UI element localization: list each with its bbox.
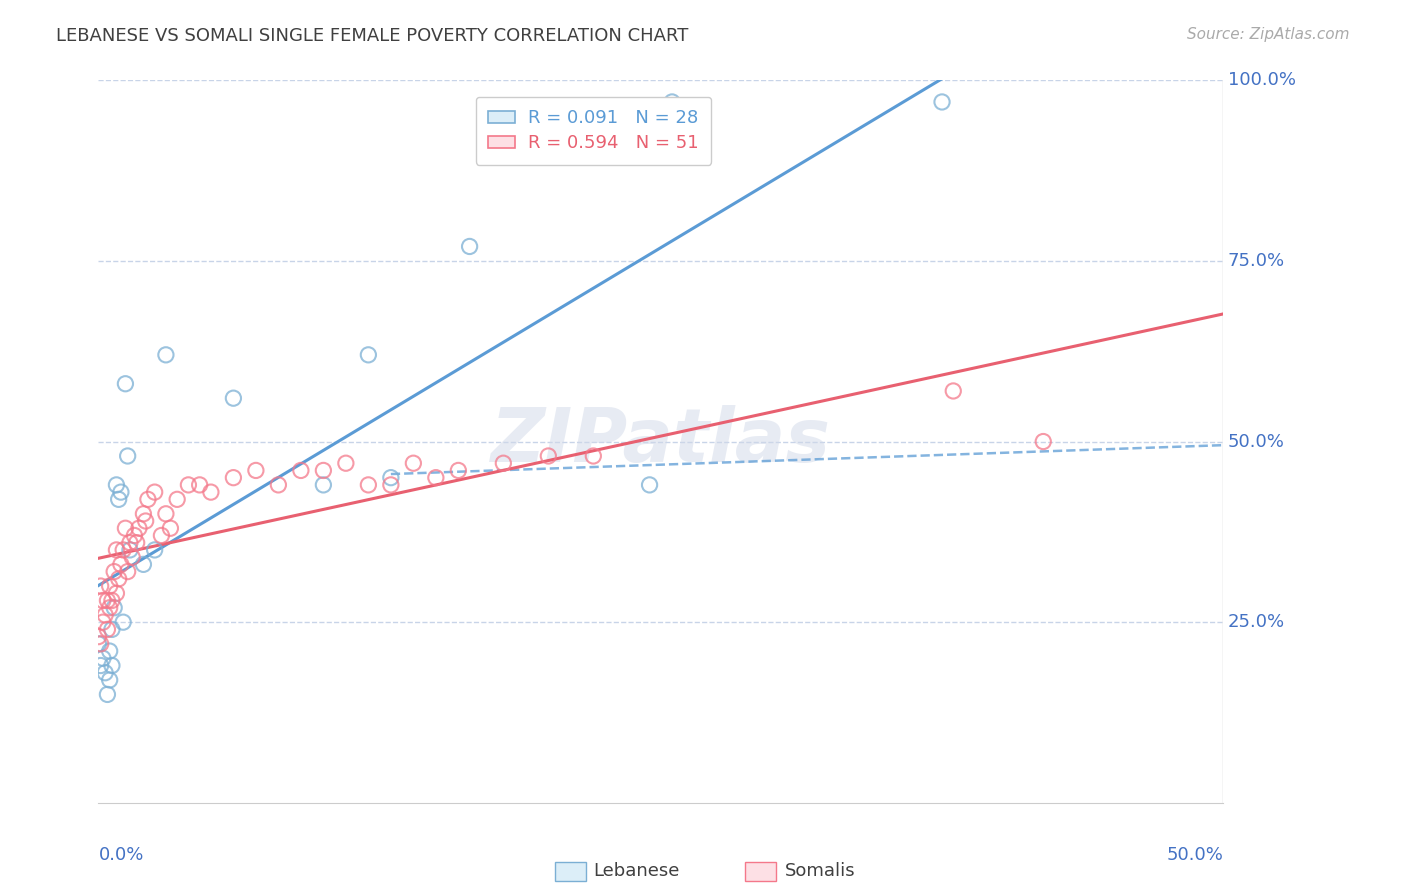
Point	[118, 542, 141, 557]
Point	[931, 95, 953, 109]
Text: LEBANESE VS SOMALI SINGLE FEMALE POVERTY CORRELATION CHART: LEBANESE VS SOMALI SINGLE FEMALE POVERTY…	[56, 27, 689, 45]
Text: Somalis: Somalis	[785, 863, 855, 880]
Point	[117, 565, 139, 579]
Point	[458, 239, 481, 253]
Point	[143, 485, 166, 500]
Point	[101, 623, 124, 637]
Point	[380, 470, 402, 484]
Point	[132, 507, 155, 521]
Point	[118, 535, 141, 549]
Point	[91, 651, 114, 665]
Point	[447, 463, 470, 477]
Point	[335, 456, 357, 470]
Text: 25.0%: 25.0%	[1227, 613, 1285, 632]
Text: 50.0%: 50.0%	[1167, 847, 1223, 864]
Point	[103, 565, 125, 579]
Point	[107, 492, 129, 507]
Point	[110, 485, 132, 500]
Point	[117, 449, 139, 463]
Point	[357, 478, 380, 492]
Point	[114, 376, 136, 391]
Point	[105, 542, 128, 557]
Point	[107, 572, 129, 586]
Text: 0.0%: 0.0%	[98, 847, 143, 864]
Point	[150, 528, 173, 542]
Point	[87, 630, 110, 644]
Point	[96, 593, 118, 607]
Point	[402, 456, 425, 470]
Point	[661, 95, 683, 109]
Point	[90, 579, 112, 593]
Point	[91, 593, 114, 607]
Point	[112, 615, 135, 630]
Text: 50.0%: 50.0%	[1227, 433, 1285, 450]
Point	[105, 586, 128, 600]
Point	[121, 550, 143, 565]
Point	[98, 673, 121, 687]
Point	[96, 623, 118, 637]
Point	[267, 478, 290, 492]
Point	[98, 579, 121, 593]
Point	[942, 384, 965, 398]
Point	[101, 658, 124, 673]
Point	[98, 644, 121, 658]
Text: Lebanese: Lebanese	[593, 863, 679, 880]
Point	[312, 478, 335, 492]
Point	[124, 528, 146, 542]
Point	[155, 507, 177, 521]
Text: ZIPatlas: ZIPatlas	[491, 405, 831, 478]
Point	[290, 463, 312, 477]
Point	[200, 485, 222, 500]
Point	[94, 665, 117, 680]
Point	[537, 449, 560, 463]
Point	[103, 600, 125, 615]
Point	[425, 470, 447, 484]
Point	[638, 478, 661, 492]
Point	[96, 687, 118, 701]
Point	[105, 478, 128, 492]
Point	[135, 514, 157, 528]
Legend: R = 0.091   N = 28, R = 0.594   N = 51: R = 0.091 N = 28, R = 0.594 N = 51	[475, 96, 711, 165]
Point	[128, 521, 150, 535]
Point	[357, 348, 380, 362]
Point	[125, 535, 148, 549]
Point	[136, 492, 159, 507]
Point	[91, 615, 114, 630]
Point	[380, 478, 402, 492]
Point	[90, 658, 112, 673]
Point	[90, 637, 112, 651]
Point	[492, 456, 515, 470]
Point	[582, 449, 605, 463]
Point	[177, 478, 200, 492]
Point	[312, 463, 335, 477]
Point	[159, 521, 181, 535]
Point	[94, 607, 117, 622]
Point	[143, 542, 166, 557]
Point	[245, 463, 267, 477]
Point	[166, 492, 188, 507]
Point	[114, 521, 136, 535]
Point	[110, 558, 132, 572]
Point	[188, 478, 211, 492]
Point	[98, 600, 121, 615]
Point	[87, 637, 110, 651]
Point	[112, 542, 135, 557]
Text: Source: ZipAtlas.com: Source: ZipAtlas.com	[1187, 27, 1350, 42]
Point	[222, 391, 245, 405]
Point	[101, 593, 124, 607]
Point	[222, 470, 245, 484]
Point	[1032, 434, 1054, 449]
Text: 75.0%: 75.0%	[1227, 252, 1285, 270]
Point	[155, 348, 177, 362]
Text: 100.0%: 100.0%	[1227, 71, 1296, 89]
Point	[132, 558, 155, 572]
